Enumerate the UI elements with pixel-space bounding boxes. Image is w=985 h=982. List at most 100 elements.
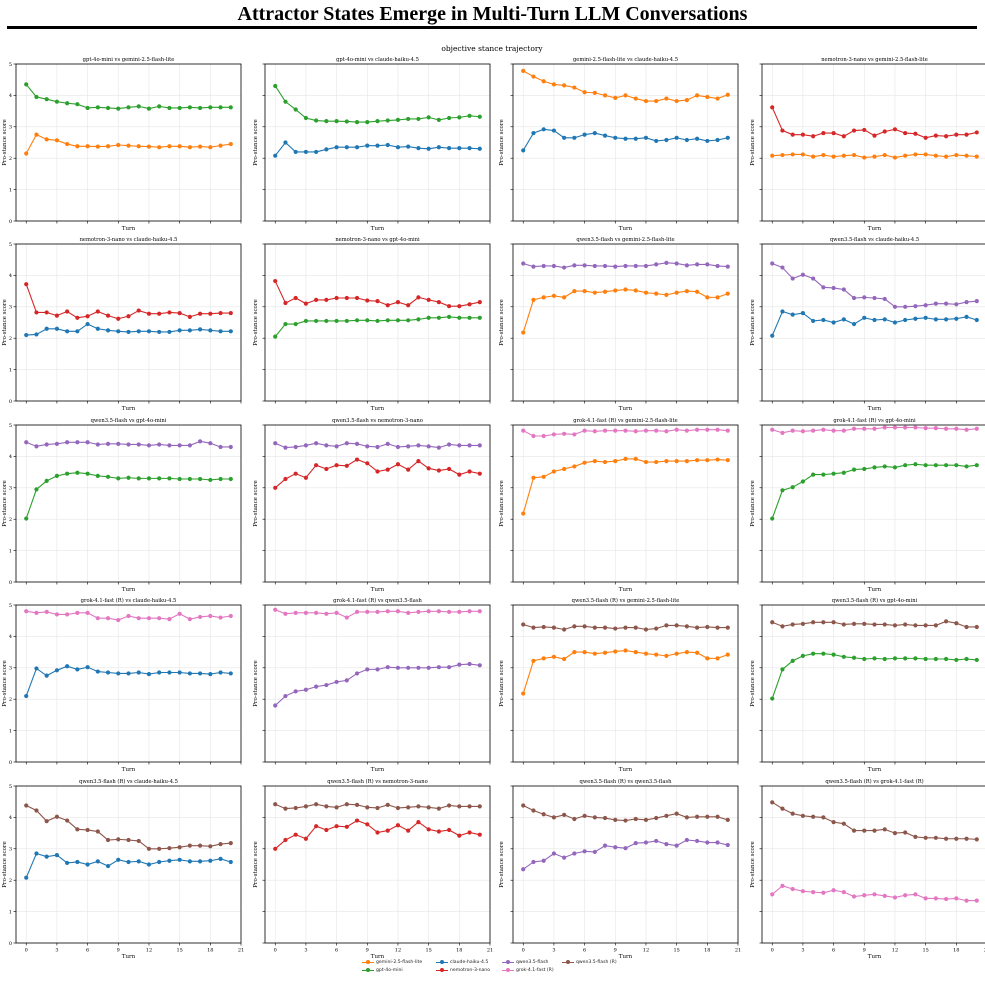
data-point (446, 442, 452, 447)
data-point (105, 863, 111, 869)
legend-marker (436, 960, 448, 965)
data-point (684, 837, 689, 843)
data-point (95, 616, 100, 621)
data-point (933, 835, 938, 840)
data-point (65, 141, 70, 147)
data-point (177, 857, 182, 862)
data-point (208, 105, 213, 110)
data-point (954, 463, 959, 468)
data-point (44, 442, 49, 447)
data-point (654, 459, 659, 465)
data-point (116, 441, 121, 446)
y-axis-label: Pro-stance score (499, 299, 505, 346)
legend-marker (502, 968, 514, 973)
data-point (821, 130, 826, 136)
data-point (95, 859, 100, 864)
data-point (725, 264, 730, 269)
subplot-2: gpt-4o-mini vs claude-haiku-4.5 Turn Pro-s… (253, 57, 491, 232)
data-point (974, 130, 979, 135)
data-point (841, 428, 846, 433)
y-tick-label: 3 (9, 125, 12, 131)
data-point (477, 315, 482, 320)
data-point (197, 476, 203, 482)
data-point (167, 670, 172, 675)
data-point (974, 657, 979, 663)
data-point (903, 130, 908, 136)
y-axis-label: Pro-stance score (253, 841, 259, 888)
data-point (933, 623, 938, 628)
data-point (177, 670, 182, 675)
x-tick-label: 3 (552, 948, 555, 954)
data-point (116, 671, 121, 676)
data-point (354, 119, 360, 125)
data-point (715, 263, 720, 269)
data-point (416, 804, 421, 809)
y-tick-label: 2 (9, 517, 12, 523)
data-point (85, 827, 90, 833)
data-point (684, 459, 689, 464)
data-point (633, 136, 638, 141)
data-point (54, 668, 60, 673)
data-point (218, 670, 223, 675)
data-point (365, 805, 370, 810)
data-point (344, 295, 349, 301)
data-point (800, 310, 806, 316)
y-tick-label: 4 (9, 634, 12, 640)
data-point (395, 145, 401, 150)
data-point (623, 846, 628, 851)
data-point (24, 803, 29, 808)
data-point (146, 862, 152, 867)
data-point (521, 511, 526, 516)
axes-frame (15, 785, 242, 944)
data-point (521, 867, 526, 872)
data-point (365, 143, 370, 148)
data-point (273, 802, 278, 807)
data-point (821, 152, 826, 158)
data-point (943, 426, 949, 431)
data-point (613, 264, 618, 269)
data-point (974, 624, 979, 630)
y-axis-label: Pro-stance score (253, 299, 259, 346)
data-point (831, 652, 836, 657)
data-point (811, 651, 816, 656)
y-tick-label: 2 (9, 156, 12, 162)
y-axis-label: Pro-stance score (750, 660, 756, 707)
data-point (54, 612, 60, 617)
data-point (633, 429, 638, 434)
data-point (85, 610, 90, 615)
data-point (562, 855, 567, 860)
data-point (146, 476, 152, 481)
data-point (602, 625, 608, 630)
y-tick-label: 1 (9, 367, 12, 373)
data-point (541, 433, 546, 439)
data-point (872, 295, 877, 301)
x-tick-label: 3 (801, 948, 804, 954)
x-axis-label: Turn (122, 767, 136, 773)
data-point (344, 318, 349, 324)
data-point (187, 859, 192, 864)
title-divider (7, 26, 977, 29)
data-point (24, 609, 29, 614)
data-point (283, 806, 288, 811)
data-point (177, 310, 182, 316)
data-point (943, 656, 949, 662)
data-point (684, 98, 689, 103)
data-point (44, 478, 49, 483)
data-point (218, 310, 223, 316)
legend-label: grok-4.1-fast (R) (516, 968, 554, 973)
x-axis-label: Turn (122, 406, 136, 412)
data-point (136, 859, 141, 864)
data-point (354, 671, 360, 676)
data-point (95, 105, 100, 110)
data-point (582, 132, 587, 137)
data-point (303, 610, 309, 615)
data-point (903, 463, 908, 468)
data-point (314, 610, 319, 615)
subplot-1: gpt-4o-mini vs gemini-2.5-flash-lite Turn… (2, 57, 242, 232)
data-point (913, 425, 918, 430)
data-point (457, 115, 462, 120)
data-point (851, 426, 857, 431)
data-point (572, 816, 577, 822)
data-point (943, 317, 949, 322)
data-point (851, 828, 857, 833)
